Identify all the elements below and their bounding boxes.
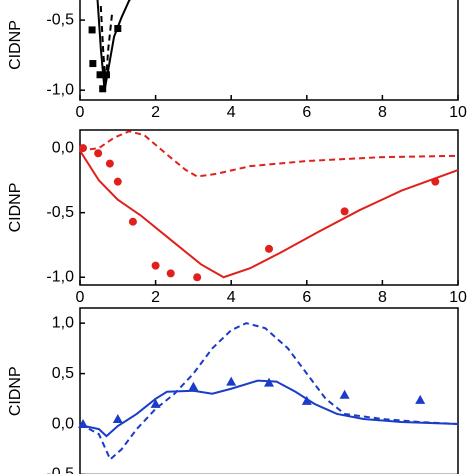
data-point <box>94 149 103 158</box>
data-point <box>112 414 123 423</box>
data-point <box>113 177 122 186</box>
x-tick-label: 0 <box>76 289 85 306</box>
y-tick-label: -0,5 <box>46 204 74 221</box>
y-axis-label: CIDNP <box>7 183 24 233</box>
y-tick-label: 0,0 <box>52 139 74 156</box>
data-point <box>188 381 199 391</box>
data-point <box>96 71 104 79</box>
y-tick-label: 0,0 <box>52 415 74 432</box>
x-tick-label: 2 <box>151 289 160 306</box>
data-point <box>89 60 97 68</box>
plot-frame <box>79 0 459 101</box>
x-tick-label: 8 <box>378 104 387 121</box>
series-line <box>99 6 114 84</box>
x-tick-label: 10 <box>449 289 467 306</box>
plot-frame <box>79 129 459 286</box>
x-tick-label: 4 <box>227 289 236 306</box>
y-tick-label: 1,0 <box>52 314 74 331</box>
x-tick-label: 6 <box>302 104 311 121</box>
data-point <box>226 376 237 386</box>
y-axis-label: CIDNP <box>7 20 24 70</box>
x-tick-label: 2 <box>151 104 160 121</box>
x-tick-label: 6 <box>302 289 311 306</box>
data-point <box>301 395 312 405</box>
data-point <box>415 394 426 404</box>
series-line <box>79 150 459 279</box>
data-point <box>166 269 175 278</box>
data-point <box>128 217 137 226</box>
series-line <box>79 130 459 178</box>
data-point <box>105 159 114 168</box>
series-line <box>79 322 459 462</box>
data-point <box>150 398 161 408</box>
data-point <box>265 244 273 253</box>
y-tick-label: -1,0 <box>46 268 74 285</box>
x-tick-label: 10 <box>449 104 467 121</box>
data-point <box>99 85 107 93</box>
data-point <box>339 389 350 399</box>
x-tick-label: 4 <box>227 104 236 121</box>
plot-frame <box>79 307 459 474</box>
series-line <box>96 0 131 91</box>
data-point <box>340 207 349 216</box>
data-point <box>151 261 160 270</box>
series-line <box>79 379 459 438</box>
y-tick-label: -0,5 <box>46 466 74 474</box>
y-tick-label: -0,5 <box>46 11 74 28</box>
x-tick-label: 8 <box>378 289 387 306</box>
data-point <box>88 26 96 34</box>
y-tick-label: -1,0 <box>46 81 74 98</box>
x-tick-label: 0 <box>76 104 85 121</box>
y-tick-label: 0,5 <box>52 365 74 382</box>
data-point <box>193 273 202 282</box>
y-axis-label: CIDNP <box>7 366 24 416</box>
